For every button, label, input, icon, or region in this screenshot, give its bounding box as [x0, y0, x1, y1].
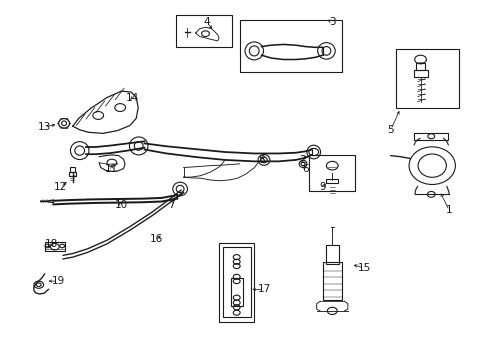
- Text: 12: 12: [54, 182, 67, 192]
- Text: 10: 10: [115, 200, 128, 210]
- Bar: [230, 278, 243, 306]
- Text: 1: 1: [445, 206, 452, 216]
- Bar: [395, 49, 458, 108]
- Text: 3: 3: [328, 17, 335, 27]
- Text: 17: 17: [257, 284, 270, 294]
- Bar: [308, 155, 354, 191]
- Bar: [413, 70, 427, 77]
- Text: 2: 2: [299, 155, 305, 165]
- Bar: [413, 133, 447, 140]
- Text: 15: 15: [357, 263, 370, 273]
- Text: 14: 14: [125, 93, 139, 103]
- Text: 18: 18: [45, 239, 59, 249]
- Text: 7: 7: [168, 200, 174, 210]
- Bar: [415, 63, 425, 70]
- Bar: [176, 15, 232, 47]
- Bar: [70, 167, 75, 172]
- Text: 19: 19: [52, 276, 65, 286]
- Bar: [326, 244, 338, 264]
- Text: 9: 9: [319, 182, 325, 192]
- Text: 13: 13: [38, 122, 51, 132]
- Bar: [239, 21, 341, 72]
- Text: 6: 6: [302, 164, 308, 174]
- Text: 16: 16: [150, 234, 163, 244]
- Bar: [222, 247, 250, 317]
- Bar: [326, 179, 337, 183]
- Bar: [69, 172, 76, 176]
- Text: 5: 5: [386, 125, 393, 135]
- Text: 11: 11: [105, 164, 118, 174]
- Text: 4: 4: [203, 17, 209, 27]
- Text: 8: 8: [258, 155, 264, 165]
- Bar: [322, 262, 341, 300]
- Bar: [44, 242, 65, 251]
- Bar: [219, 243, 254, 321]
